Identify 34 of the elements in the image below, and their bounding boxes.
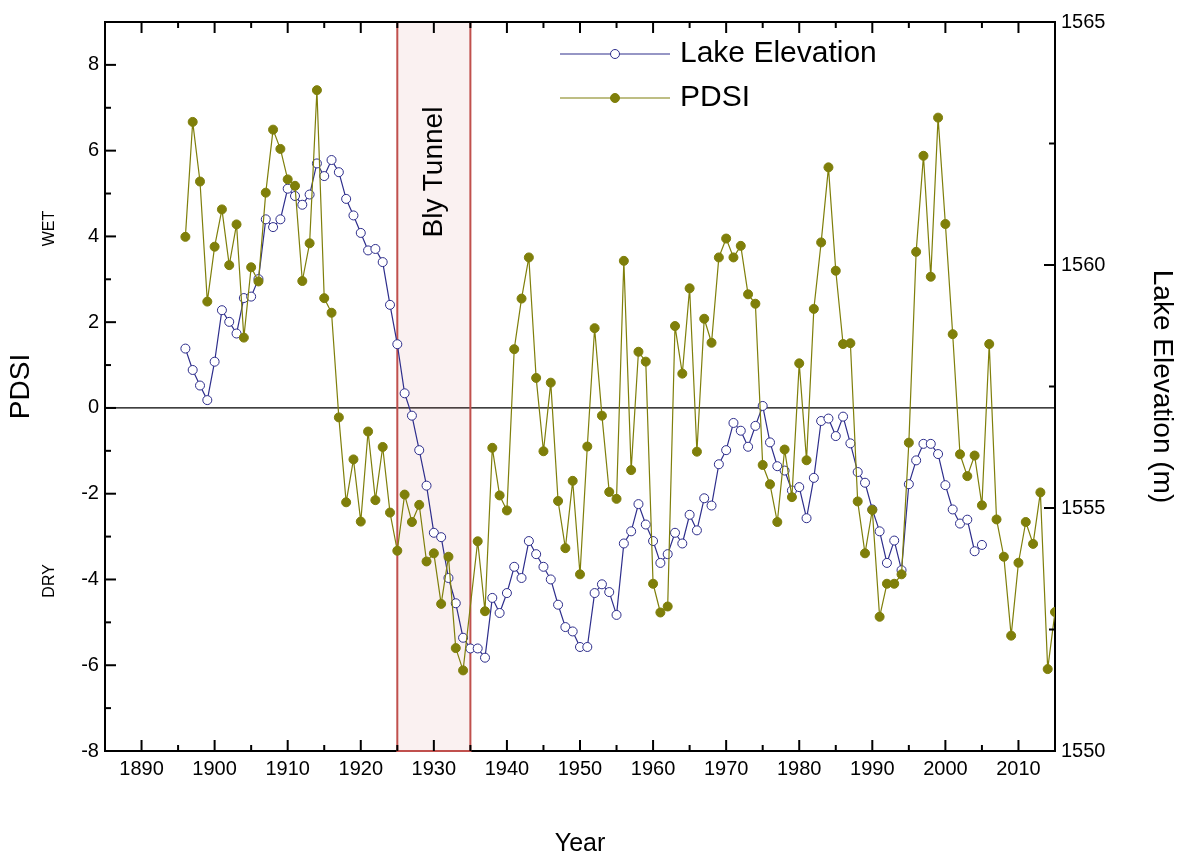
legend-label: Lake Elevation xyxy=(680,35,877,69)
x-tick-label: 1910 xyxy=(265,756,310,779)
y2-tick-label: 1560 xyxy=(1061,252,1106,275)
x-tick-label: 1990 xyxy=(850,756,895,779)
text: DRY xyxy=(40,563,58,598)
band-label: Bly Tunnel xyxy=(416,106,448,238)
y2-tick-label: 1550 xyxy=(1061,738,1106,761)
x-tick-label: 1980 xyxy=(776,756,822,779)
x-tick-label: 1950 xyxy=(557,756,603,779)
y2-axis-title: Lake Elevation (m) xyxy=(1148,269,1180,504)
y-tick-label: 4 xyxy=(87,223,99,246)
y-tick-label: -6 xyxy=(81,652,99,675)
x-tick-label: 2000 xyxy=(923,756,968,779)
text: WET xyxy=(40,210,58,247)
x-tick-label: 1940 xyxy=(484,756,530,779)
x-tick-label: 1890 xyxy=(119,756,164,779)
y-tick-label: -4 xyxy=(81,566,99,589)
x-tick-label: 1900 xyxy=(192,756,237,779)
y-tick-label: 8 xyxy=(87,52,99,75)
x-tick-label: 1970 xyxy=(703,756,749,779)
y-tick-label: -8 xyxy=(81,738,99,761)
y-tick-label: 6 xyxy=(87,138,99,161)
x-tick-label: 2010 xyxy=(996,756,1041,779)
y-tick-label: 2 xyxy=(87,309,99,332)
y-axis-title: PDSI xyxy=(3,353,35,420)
y2-tick-label: 1555 xyxy=(1061,495,1106,518)
y2-tick-label: 1565 xyxy=(1061,9,1106,32)
y-tick-label: 0 xyxy=(87,395,99,418)
legend-label: PDSI xyxy=(680,79,751,113)
x-tick-label: 1960 xyxy=(630,756,676,779)
x-axis-title: Year xyxy=(554,827,606,856)
x-tick-label: 1930 xyxy=(411,756,457,779)
x-tick-label: 1920 xyxy=(338,756,384,779)
y-tick-label: -2 xyxy=(81,481,99,504)
